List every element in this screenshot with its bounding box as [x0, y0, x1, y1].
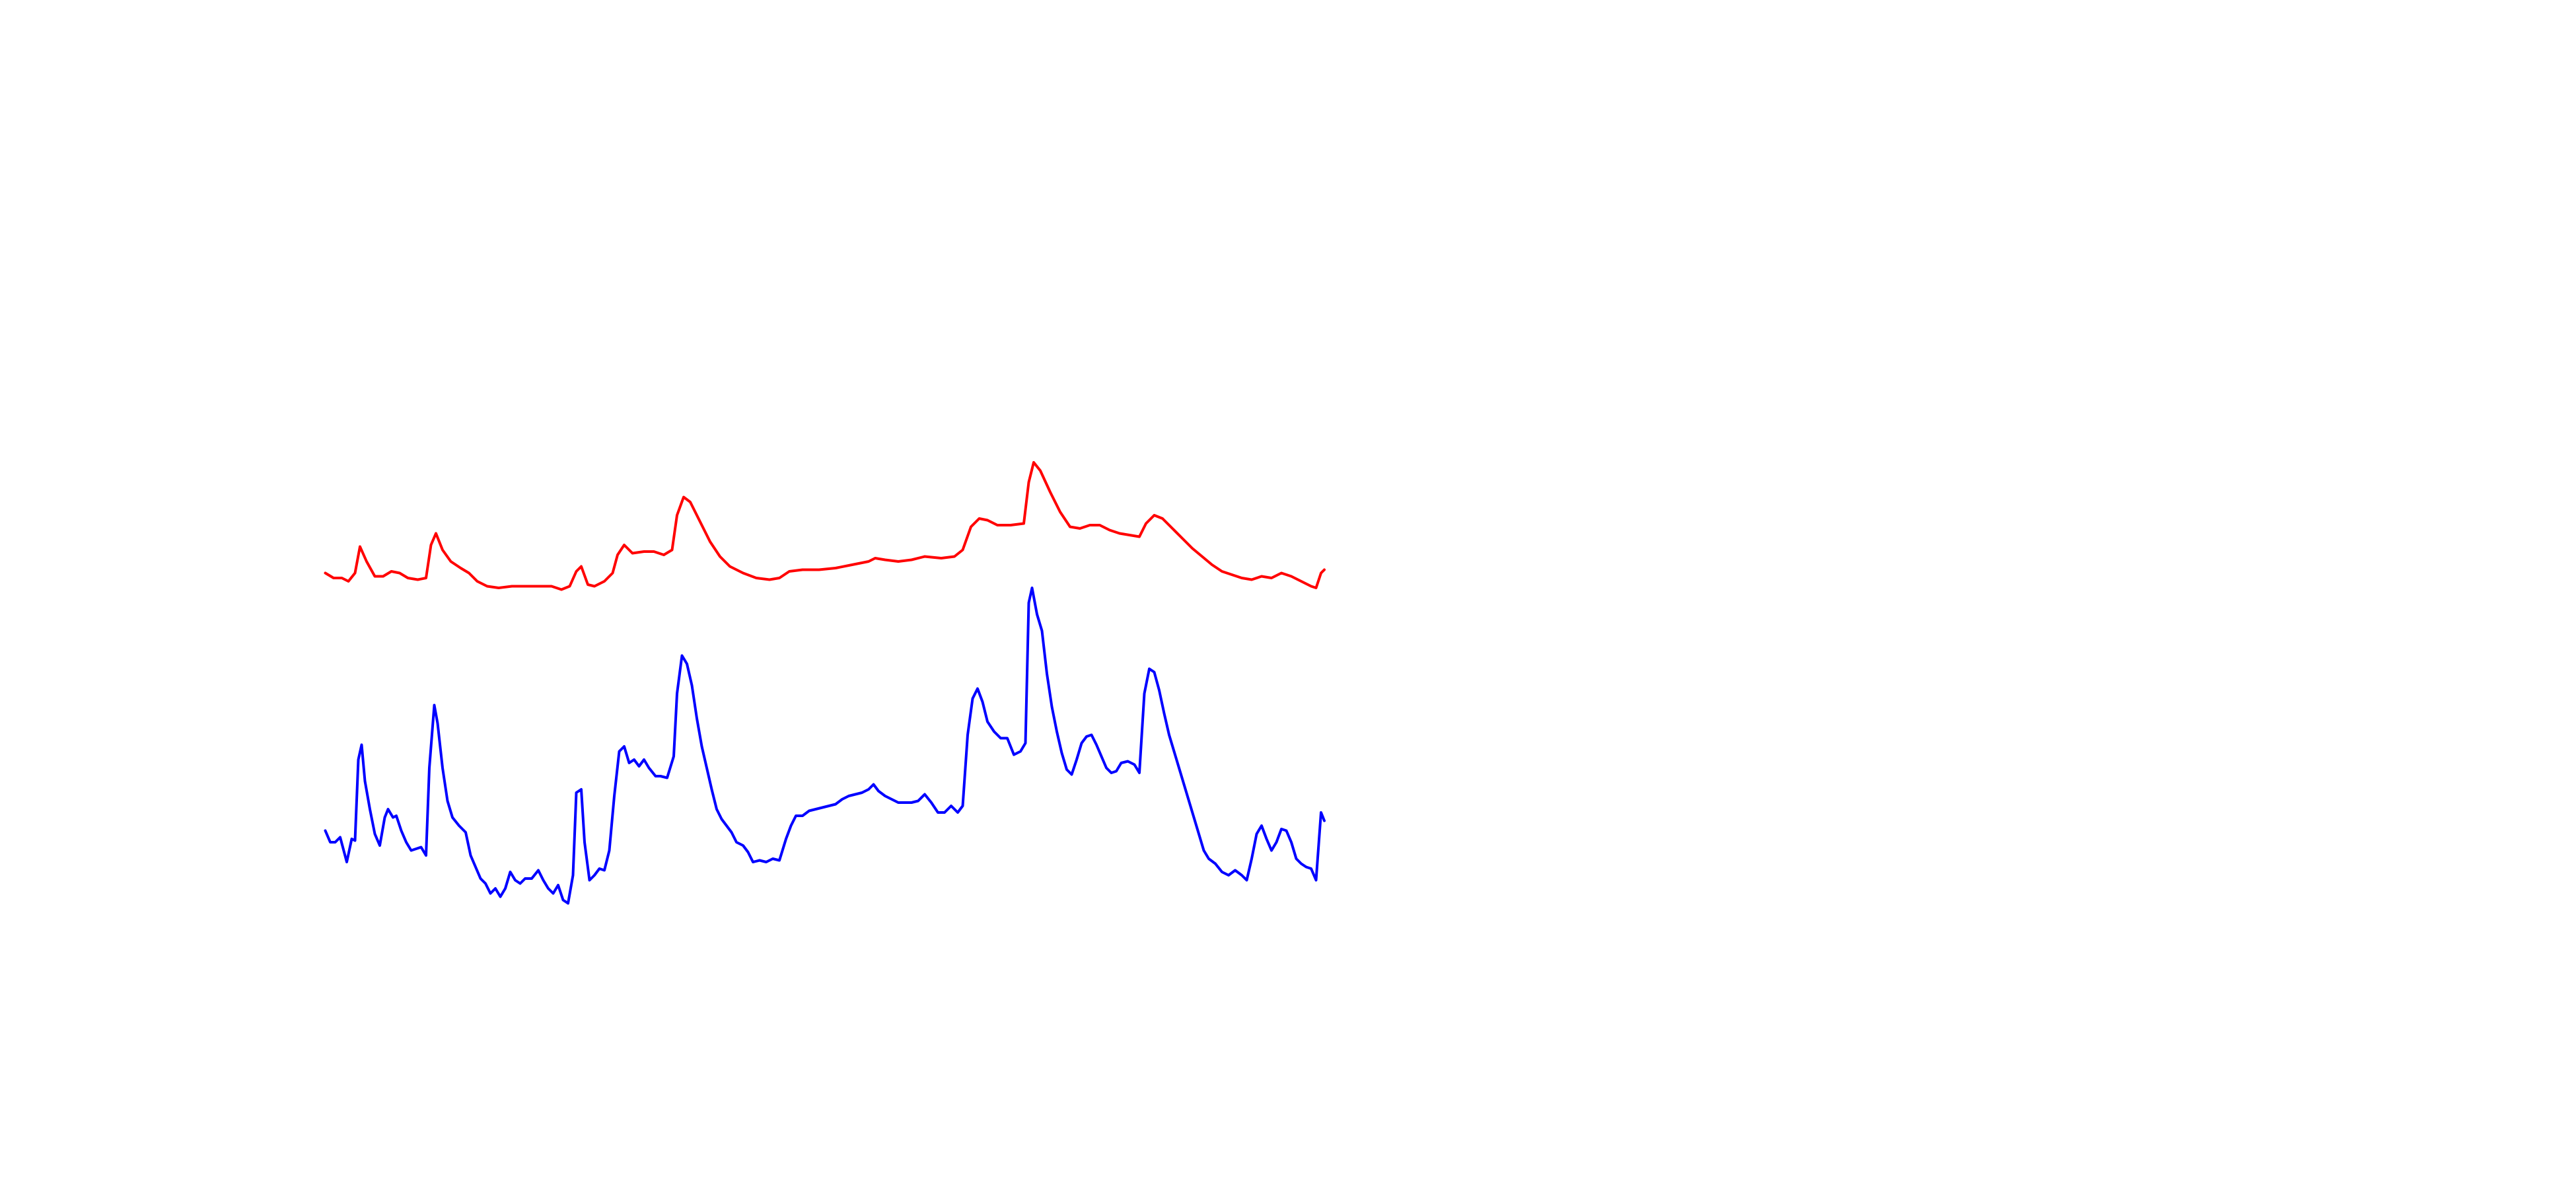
- line-series: [324, 461, 1326, 591]
- line-series: [324, 587, 1326, 905]
